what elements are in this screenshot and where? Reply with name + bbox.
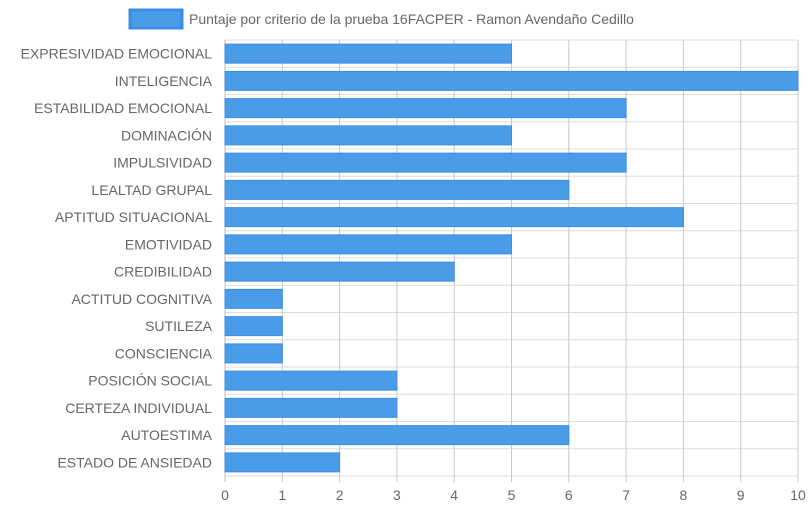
category-label: CERTEZA INDIVIDUAL bbox=[65, 400, 212, 416]
category-label: APTITUD SITUACIONAL bbox=[55, 209, 212, 225]
bar[interactable] bbox=[224, 261, 455, 282]
x-tick-label: 4 bbox=[450, 487, 458, 503]
legend-label: Puntaje por criterio de la prueba 16FACP… bbox=[189, 11, 634, 27]
legend[interactable]: Puntaje por criterio de la prueba 16FACP… bbox=[128, 8, 634, 30]
grid-lines bbox=[224, 39, 799, 482]
bar[interactable] bbox=[224, 425, 570, 446]
category-label: AUTOESTIMA bbox=[121, 427, 212, 443]
category-label: EXPRESIVIDAD EMOCIONAL bbox=[21, 46, 213, 62]
category-label: SUTILEZA bbox=[145, 318, 213, 334]
x-tick-label: 7 bbox=[622, 487, 630, 503]
category-label: ACTITUD COGNITIVA bbox=[71, 291, 212, 307]
bar[interactable] bbox=[224, 207, 684, 228]
x-tick-labels: 0 1 2 3 4 5 6 7 8 9 10 bbox=[221, 487, 806, 503]
bar[interactable] bbox=[224, 70, 799, 91]
bar[interactable] bbox=[224, 288, 283, 309]
bars bbox=[224, 43, 799, 473]
category-label: ESTABILIDAD EMOCIONAL bbox=[34, 100, 212, 116]
x-tick-label: 10 bbox=[790, 487, 806, 503]
x-tick-label: 2 bbox=[336, 487, 344, 503]
category-label: CREDIBILIDAD bbox=[114, 264, 212, 280]
x-tick-label: 6 bbox=[565, 487, 573, 503]
bar[interactable] bbox=[224, 179, 570, 200]
bar[interactable] bbox=[224, 370, 398, 391]
bar[interactable] bbox=[224, 397, 398, 418]
category-label: EMOTIVIDAD bbox=[125, 236, 212, 252]
category-labels: EXPRESIVIDAD EMOCIONAL INTELIGENCIA ESTABI… bbox=[21, 46, 213, 471]
x-tick-label: 1 bbox=[278, 487, 286, 503]
bar[interactable] bbox=[224, 234, 512, 255]
bar[interactable] bbox=[224, 343, 283, 364]
category-label: INTELIGENCIA bbox=[115, 73, 213, 89]
bar[interactable] bbox=[224, 125, 512, 146]
bar[interactable] bbox=[224, 43, 512, 64]
category-label: POSICIÓN SOCIAL bbox=[88, 373, 212, 389]
category-label: LEALTAD GRUPAL bbox=[91, 182, 212, 198]
category-label: ESTADO DE ANSIEDAD bbox=[57, 454, 212, 470]
x-tick-label: 3 bbox=[393, 487, 401, 503]
x-tick-label: 0 bbox=[221, 487, 229, 503]
bar[interactable] bbox=[224, 98, 627, 119]
category-label: CONSCIENCIA bbox=[115, 345, 213, 361]
category-label: DOMINACIÓN bbox=[121, 127, 212, 143]
x-tick-label: 5 bbox=[508, 487, 516, 503]
bar[interactable] bbox=[224, 152, 627, 173]
legend-swatch bbox=[128, 8, 184, 30]
x-tick-label: 8 bbox=[680, 487, 688, 503]
category-label: IMPULSIVIDAD bbox=[113, 155, 212, 171]
x-tick-label: 9 bbox=[737, 487, 745, 503]
bar[interactable] bbox=[224, 452, 341, 473]
bar[interactable] bbox=[224, 316, 283, 337]
